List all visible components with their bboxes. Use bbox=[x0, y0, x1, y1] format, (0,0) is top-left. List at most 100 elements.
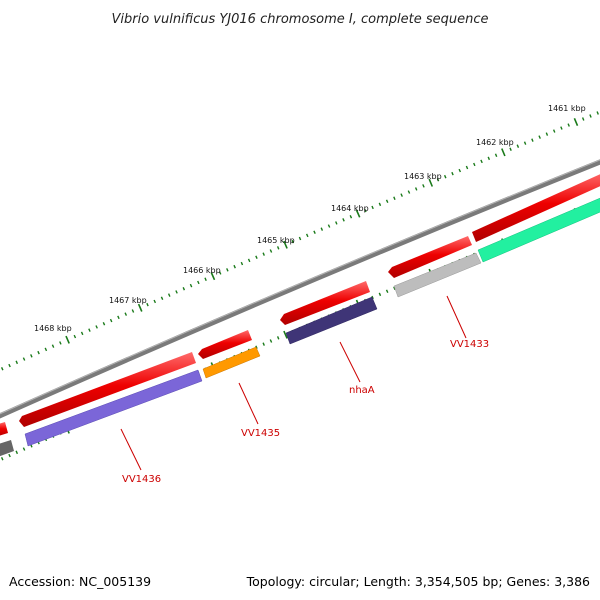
outer-ruler-tick bbox=[153, 299, 157, 304]
outer-ruler-tick bbox=[160, 296, 164, 300]
outer-ruler-tick bbox=[509, 147, 512, 151]
outer-ruler-tick bbox=[531, 138, 534, 142]
outer-ruler-tick bbox=[167, 293, 171, 297]
gene-vv1433[interactable] bbox=[393, 252, 482, 298]
outer-ruler-tick bbox=[305, 233, 309, 238]
outer-ruler-tick bbox=[494, 153, 498, 158]
outer-ruler-tick bbox=[0, 367, 4, 371]
outer-ruler-tick bbox=[385, 199, 389, 203]
outer-ruler-tick bbox=[327, 224, 331, 228]
outer-ruler-tick bbox=[240, 261, 244, 266]
tick-label-1462: 1462 kbp bbox=[476, 138, 514, 147]
outer-ruler-tick bbox=[218, 271, 222, 275]
gene-forward-4[interactable] bbox=[198, 330, 252, 359]
outer-ruler-tick bbox=[30, 354, 33, 358]
outer-ruler-tick bbox=[51, 344, 55, 348]
gene-label-vv1433: VV1433 bbox=[450, 339, 489, 350]
gene-green[interactable] bbox=[477, 196, 600, 263]
gene-forward-6[interactable] bbox=[0, 422, 8, 437]
gene-gray[interactable] bbox=[0, 440, 14, 458]
outer-ruler-tick bbox=[44, 347, 48, 352]
tick-label-1467: 1467 kbp bbox=[109, 296, 147, 305]
outer-ruler-tick bbox=[298, 236, 302, 241]
outer-ruler-tick bbox=[443, 174, 447, 179]
outer-ruler-tick bbox=[545, 132, 549, 136]
outer-ruler-tick bbox=[15, 360, 19, 365]
outer-ruler-tick bbox=[465, 165, 469, 170]
outer-ruler-tick bbox=[197, 280, 200, 285]
outer-ruler-tick bbox=[335, 221, 338, 225]
outer-ruler-tick bbox=[567, 123, 570, 127]
leader-line-nhaA bbox=[339, 341, 361, 383]
outer-ruler-tick bbox=[501, 148, 506, 157]
outer-ruler-tick bbox=[422, 184, 425, 188]
gene-label-vv1436: VV1436 bbox=[122, 474, 161, 485]
gene-nhaA[interactable] bbox=[285, 296, 378, 345]
outer-ruler-tick bbox=[573, 117, 579, 127]
outer-ruler-tick bbox=[552, 129, 556, 133]
outer-ruler-tick bbox=[487, 156, 491, 161]
outer-ruler-tick bbox=[117, 315, 120, 320]
outer-ruler-tick bbox=[276, 246, 280, 250]
outer-ruler-tick bbox=[451, 171, 454, 176]
outer-ruler-tick bbox=[523, 141, 527, 145]
leader-line-vv1436 bbox=[120, 428, 142, 471]
inner-ruler-tick bbox=[15, 450, 19, 455]
gene-forward-2[interactable] bbox=[388, 236, 472, 278]
outer-ruler-tick bbox=[131, 309, 135, 313]
outer-ruler-tick bbox=[210, 272, 216, 281]
outer-ruler-tick bbox=[458, 168, 462, 173]
gene-vv1436[interactable] bbox=[24, 369, 203, 447]
outer-ruler-tick bbox=[320, 227, 324, 231]
inner-ruler-tick bbox=[283, 330, 288, 339]
leader-line-vv1435 bbox=[238, 382, 259, 425]
gene-label-group: VV1433 nhaA VV1435 VV1436 bbox=[120, 295, 489, 485]
outer-ruler-tick bbox=[342, 218, 345, 222]
inner-ruler-tick bbox=[371, 295, 374, 300]
outer-ruler-tick bbox=[349, 215, 353, 219]
outer-ruler-tick bbox=[378, 202, 382, 207]
inner-ruler-tick bbox=[393, 286, 396, 290]
outer-ruler-tick bbox=[102, 322, 106, 326]
outer-ruler-tick bbox=[22, 357, 26, 361]
outer-ruler-tick bbox=[262, 252, 265, 256]
outer-ruler-tick bbox=[137, 303, 143, 312]
gene-forward-5[interactable] bbox=[19, 352, 196, 427]
inner-ruler-tick bbox=[8, 453, 11, 458]
leader-line-vv1433 bbox=[446, 295, 467, 339]
outer-ruler-tick bbox=[407, 190, 411, 194]
inner-ruler-tick bbox=[262, 342, 265, 346]
outer-ruler-tick bbox=[371, 205, 374, 210]
outer-ruler-tick bbox=[8, 363, 11, 368]
outer-ruler-tick bbox=[255, 255, 258, 259]
map-title: Vibrio vulnificus YJ016 chromosome I, co… bbox=[111, 12, 488, 27]
gene-label-nhaA: nhaA bbox=[349, 385, 375, 396]
outer-ruler-tick bbox=[189, 283, 193, 288]
outer-ruler-tick bbox=[182, 287, 186, 291]
outer-ruler-tick bbox=[88, 328, 91, 332]
outer-ruler-tick bbox=[291, 239, 295, 244]
inner-ruler-tick bbox=[385, 289, 389, 293]
gene-forward-1[interactable] bbox=[472, 172, 600, 242]
tick-label-1463: 1463 kbp bbox=[404, 172, 442, 181]
outer-ruler-tick bbox=[428, 178, 434, 187]
ruler-labels: 1461 kbp 1462 kbp 1463 kbp 1464 kbp 1465… bbox=[34, 104, 586, 333]
outer-ruler-tick bbox=[596, 111, 599, 115]
outer-ruler-tick bbox=[393, 196, 396, 200]
gene-vv1435[interactable] bbox=[202, 346, 261, 379]
chromosome-backbone-highlight bbox=[0, 159, 600, 415]
outer-ruler-tick bbox=[226, 268, 229, 272]
outer-ruler-tick bbox=[65, 335, 70, 344]
outer-ruler-tick bbox=[560, 126, 563, 130]
gene-forward-3[interactable] bbox=[280, 281, 370, 325]
inner-ruler-tick bbox=[0, 457, 4, 461]
outer-ruler-tick bbox=[80, 331, 84, 336]
topology-text: Topology: circular; Length: 3,354,505 bp… bbox=[246, 574, 590, 589]
tick-label-1466: 1466 kbp bbox=[183, 266, 221, 275]
outer-ruler-tick bbox=[37, 350, 40, 355]
outer-ruler-tick bbox=[355, 209, 361, 218]
outer-ruler-tick bbox=[473, 162, 476, 167]
outer-ruler-tick bbox=[269, 249, 273, 253]
outer-ruler-tick bbox=[146, 302, 149, 307]
